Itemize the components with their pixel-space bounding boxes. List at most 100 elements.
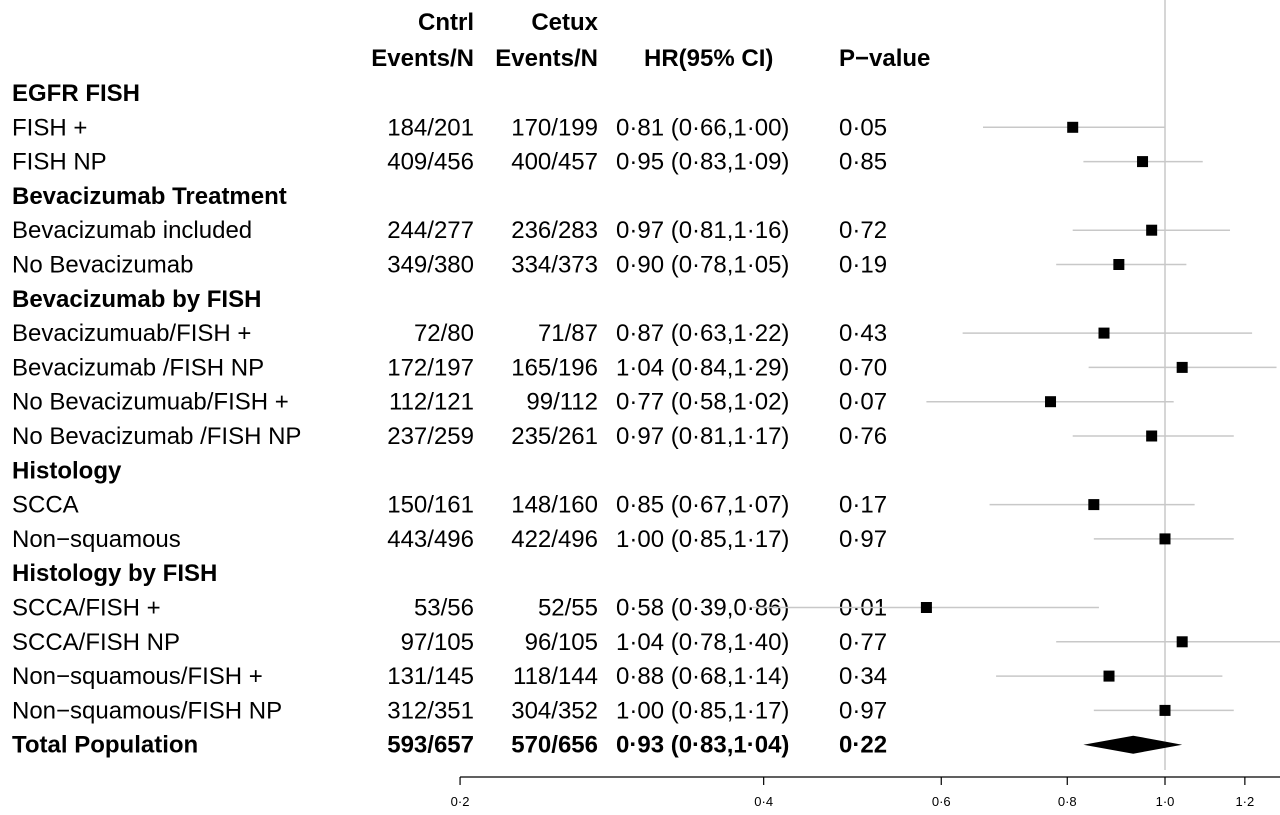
cntrl-events: 443/496	[387, 526, 474, 553]
hr-ci-text: 0·97 (0·81,1·17)	[616, 423, 789, 450]
cetux-events: 400/457	[511, 149, 598, 176]
header-cntrl-line1: Cntrl	[418, 9, 474, 36]
hr-ci-text: 0·81 (0·66,1·00)	[616, 114, 789, 141]
hr-marker	[1045, 396, 1057, 408]
x-tick-label: 0·6	[932, 794, 951, 809]
header-cetux-line2: Events/N	[495, 45, 598, 72]
row-label: SCCA/FISH NP	[12, 629, 180, 656]
table-row: FISH + 184/201 170/199 0·81 (0·66,1·00) 0·05	[12, 114, 887, 141]
p-value: 0·97	[839, 526, 887, 553]
row-label: Histology	[12, 457, 122, 484]
p-value: 0·43	[839, 320, 887, 347]
hr-marker	[1159, 704, 1171, 716]
hr-ci-text: 0·90 (0·78,1·05)	[616, 252, 789, 279]
cetux-events: 334/373	[511, 252, 598, 279]
total-diamond	[1083, 735, 1183, 754]
p-value: 0·97	[839, 697, 887, 724]
hr-ci-text: 1·04 (0·84,1·29)	[616, 354, 789, 381]
cntrl-events: 172/197	[387, 354, 474, 381]
column-headers: Cntrl Events/N Cetux Events/N HR(95% CI)…	[371, 9, 930, 72]
x-tick-label: 0·2	[451, 794, 470, 809]
hr-ci-text: 0·85 (0·67,1·07)	[616, 492, 789, 519]
cntrl-events: 409/456	[387, 149, 474, 176]
header-cetux-line1: Cetux	[531, 9, 598, 36]
row-label: FISH NP	[12, 149, 107, 176]
hr-ci-text: 0·87 (0·63,1·22)	[616, 320, 789, 347]
row-label: No Bevacizumuab/FISH +	[12, 389, 289, 416]
cntrl-events: 97/105	[401, 629, 474, 656]
row-label: Histology by FISH	[12, 560, 217, 587]
hr-marker	[1098, 327, 1110, 339]
hr-marker	[1146, 224, 1158, 236]
table-row: Non−squamous/FISH + 131/145 118/144 0·88 (0…	[12, 663, 887, 690]
x-tick-label: 0·4	[754, 794, 773, 809]
table-row: SCCA/FISH NP 97/105 96/105 1·04 (0·78,1·40)…	[12, 629, 887, 656]
hr-marker	[1113, 259, 1125, 270]
header-hr: HR(95% CI)	[644, 45, 773, 72]
x-tick-label: 0·8	[1058, 794, 1077, 809]
cetux-events: 96/105	[525, 629, 598, 656]
p-value: 0·76	[839, 423, 887, 450]
hr-ci-text: 1·00 (0·85,1·17)	[616, 697, 789, 724]
table-row: Total Population 593/657 570/656 0·93 (0·83…	[12, 732, 887, 759]
cntrl-events: 593/657	[387, 732, 474, 759]
cntrl-events: 72/80	[414, 320, 474, 347]
p-value: 0·22	[839, 732, 887, 759]
table-row: FISH NP 409/456 400/457 0·95 (0·83,1·09) 0·8…	[12, 149, 887, 176]
cetux-events: 235/261	[511, 423, 598, 450]
p-value: 0·85	[839, 149, 887, 176]
header-cntrl-line2: Events/N	[371, 45, 474, 72]
cntrl-events: 184/201	[387, 114, 474, 141]
row-label: FISH +	[12, 114, 87, 141]
row-label: SCCA/FISH +	[12, 595, 161, 622]
cetux-events: 99/112	[526, 389, 598, 416]
cetux-events: 422/496	[511, 526, 598, 553]
hr-ci-text: 0·88 (0·68,1·14)	[616, 663, 789, 690]
row-label: SCCA	[12, 492, 79, 519]
p-value: 0·05	[839, 114, 887, 141]
cntrl-events: 349/380	[387, 252, 474, 279]
row-label: Bevacizumab Treatment	[12, 183, 287, 210]
cntrl-events: 312/351	[387, 697, 474, 724]
hr-ci-text: 0·77 (0·58,1·02)	[616, 389, 789, 416]
p-value: 0·34	[839, 663, 887, 690]
row-label: Non−squamous/FISH +	[12, 663, 263, 690]
hr-ci-text: 0·95 (0·83,1·09)	[616, 149, 789, 176]
cetux-events: 570/656	[511, 732, 598, 759]
table-row: Bevacizumab /FISH NP 172/197 165/196 1·04 (…	[12, 354, 887, 381]
p-value: 0·07	[839, 389, 887, 416]
group-header: Histology	[12, 457, 122, 484]
group-header: Histology by FISH	[12, 560, 217, 587]
cntrl-events: 53/56	[414, 595, 474, 622]
cetux-events: 165/196	[511, 354, 598, 381]
hr-marker	[1159, 533, 1171, 545]
hr-marker	[1176, 636, 1188, 648]
row-label: Total Population	[12, 732, 198, 759]
hr-marker	[1067, 121, 1079, 133]
row-label: Bevacizumab by FISH	[12, 286, 261, 313]
row-label: Non−squamous/FISH NP	[12, 697, 282, 724]
x-tick-label: 1·2	[1235, 794, 1254, 809]
cntrl-events: 237/259	[387, 423, 474, 450]
table-row: Bevacizumab included 244/277 236/283 0·97 (…	[12, 217, 887, 244]
cetux-events: 52/55	[538, 595, 598, 622]
hr-marker	[1146, 430, 1158, 442]
p-value: 0·77	[839, 629, 887, 656]
cntrl-events: 112/121	[389, 389, 474, 416]
x-axis: 0·20·40·60·81·01·21·4	[451, 776, 1280, 809]
row-label: No Bevacizumab /FISH NP	[12, 423, 301, 450]
hr-marker	[1103, 670, 1115, 682]
hr-marker	[1137, 156, 1149, 168]
group-header: EGFR FISH	[12, 80, 140, 107]
hr-marker	[1088, 499, 1100, 511]
p-value: 0·17	[839, 492, 887, 519]
hr-ci-text: 1·00 (0·85,1·17)	[616, 526, 789, 553]
hr-ci-text: 0·97 (0·81,1·16)	[616, 217, 789, 244]
cetux-events: 148/160	[511, 492, 598, 519]
cntrl-events: 150/161	[387, 492, 474, 519]
cntrl-events: 131/145	[387, 663, 474, 690]
table-row: Non−squamous/FISH NP 312/351 304/352 1·00 (…	[12, 697, 887, 724]
cetux-events: 304/352	[511, 697, 598, 724]
estimates-layer	[752, 121, 1280, 754]
